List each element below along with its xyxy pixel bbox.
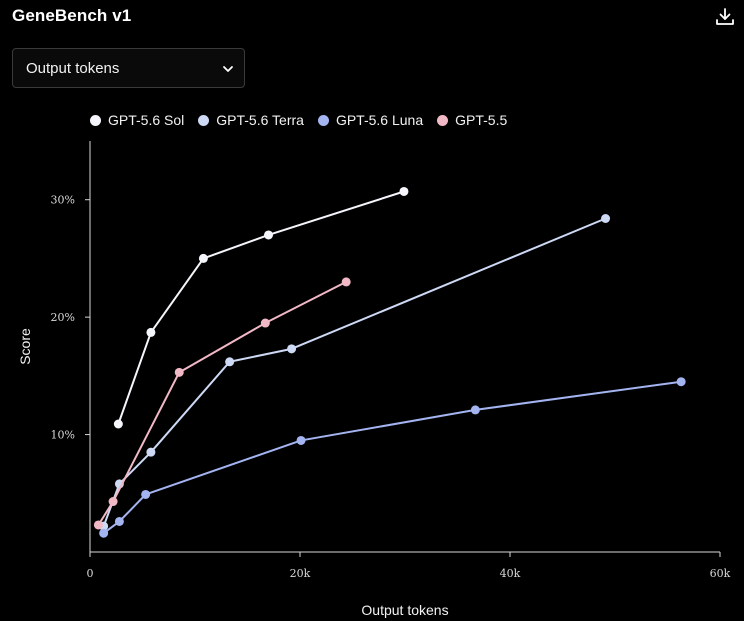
x-tick-label: 60k [710,567,731,580]
legend-swatch [437,114,449,126]
page-title: GeneBench v1 [12,6,132,25]
data-point [341,277,351,287]
data-point [225,357,235,367]
legend-label: GPT-5.6 Terra [216,112,304,128]
metric-select[interactable]: Output tokens [12,48,245,88]
series-gpt-5-6-luna [99,377,686,538]
series-line [117,190,405,426]
metric-select-value: Output tokens [26,60,120,77]
y-tick-label: 30% [51,194,75,207]
chart-legend: GPT-5.6 Sol GPT-5.6 Terra GPT-5.6 Luna G… [90,110,521,130]
data-point [108,497,118,507]
legend-swatch [198,114,210,126]
x-tick-label: 40k [500,567,521,580]
data-point [141,489,151,499]
data-point [113,419,123,429]
x-tick-label: 20k [290,567,311,580]
legend-label: GPT-5.6 Luna [335,112,424,128]
data-point [114,516,124,526]
data-point [296,435,306,445]
data-point [146,327,156,337]
y-tick-label: 10% [51,429,75,442]
data-point [93,520,103,530]
series-gpt-5-5 [93,277,351,530]
legend-item-sol[interactable]: GPT-5.6 Sol [90,112,184,128]
series-line [102,217,607,528]
legend-item-terra[interactable]: GPT-5.6 Terra [198,112,304,128]
data-point [287,344,297,354]
legend-label: GPT-5.6 Sol [108,112,185,128]
data-point [470,405,480,415]
data-point [264,230,273,240]
data-point [399,186,409,196]
x-tick-label: 0 [87,567,94,580]
data-point [146,447,156,457]
data-point [174,367,184,377]
legend-swatch [90,114,101,126]
series-line [102,380,683,535]
legend-swatch [317,114,329,126]
download-icon [716,8,734,25]
data-point [99,528,109,538]
y-tick-label: 20% [51,311,75,324]
legend-label: GPT-5.5 [455,112,508,128]
series-line [97,280,348,526]
y-axis-title: Score [17,328,33,365]
chevron-down-icon [223,66,233,72]
legend-item-luna[interactable]: GPT-5.6 Luna [317,112,424,128]
data-point [260,318,270,328]
data-point [676,377,686,387]
x-axis-title: Output tokens [361,602,448,618]
legend-item-gpt55[interactable]: GPT-5.5 [437,112,507,128]
data-point [601,214,611,224]
download-button[interactable] [713,5,737,29]
series-gpt-5-6-sol [113,186,409,429]
data-point [198,253,208,263]
